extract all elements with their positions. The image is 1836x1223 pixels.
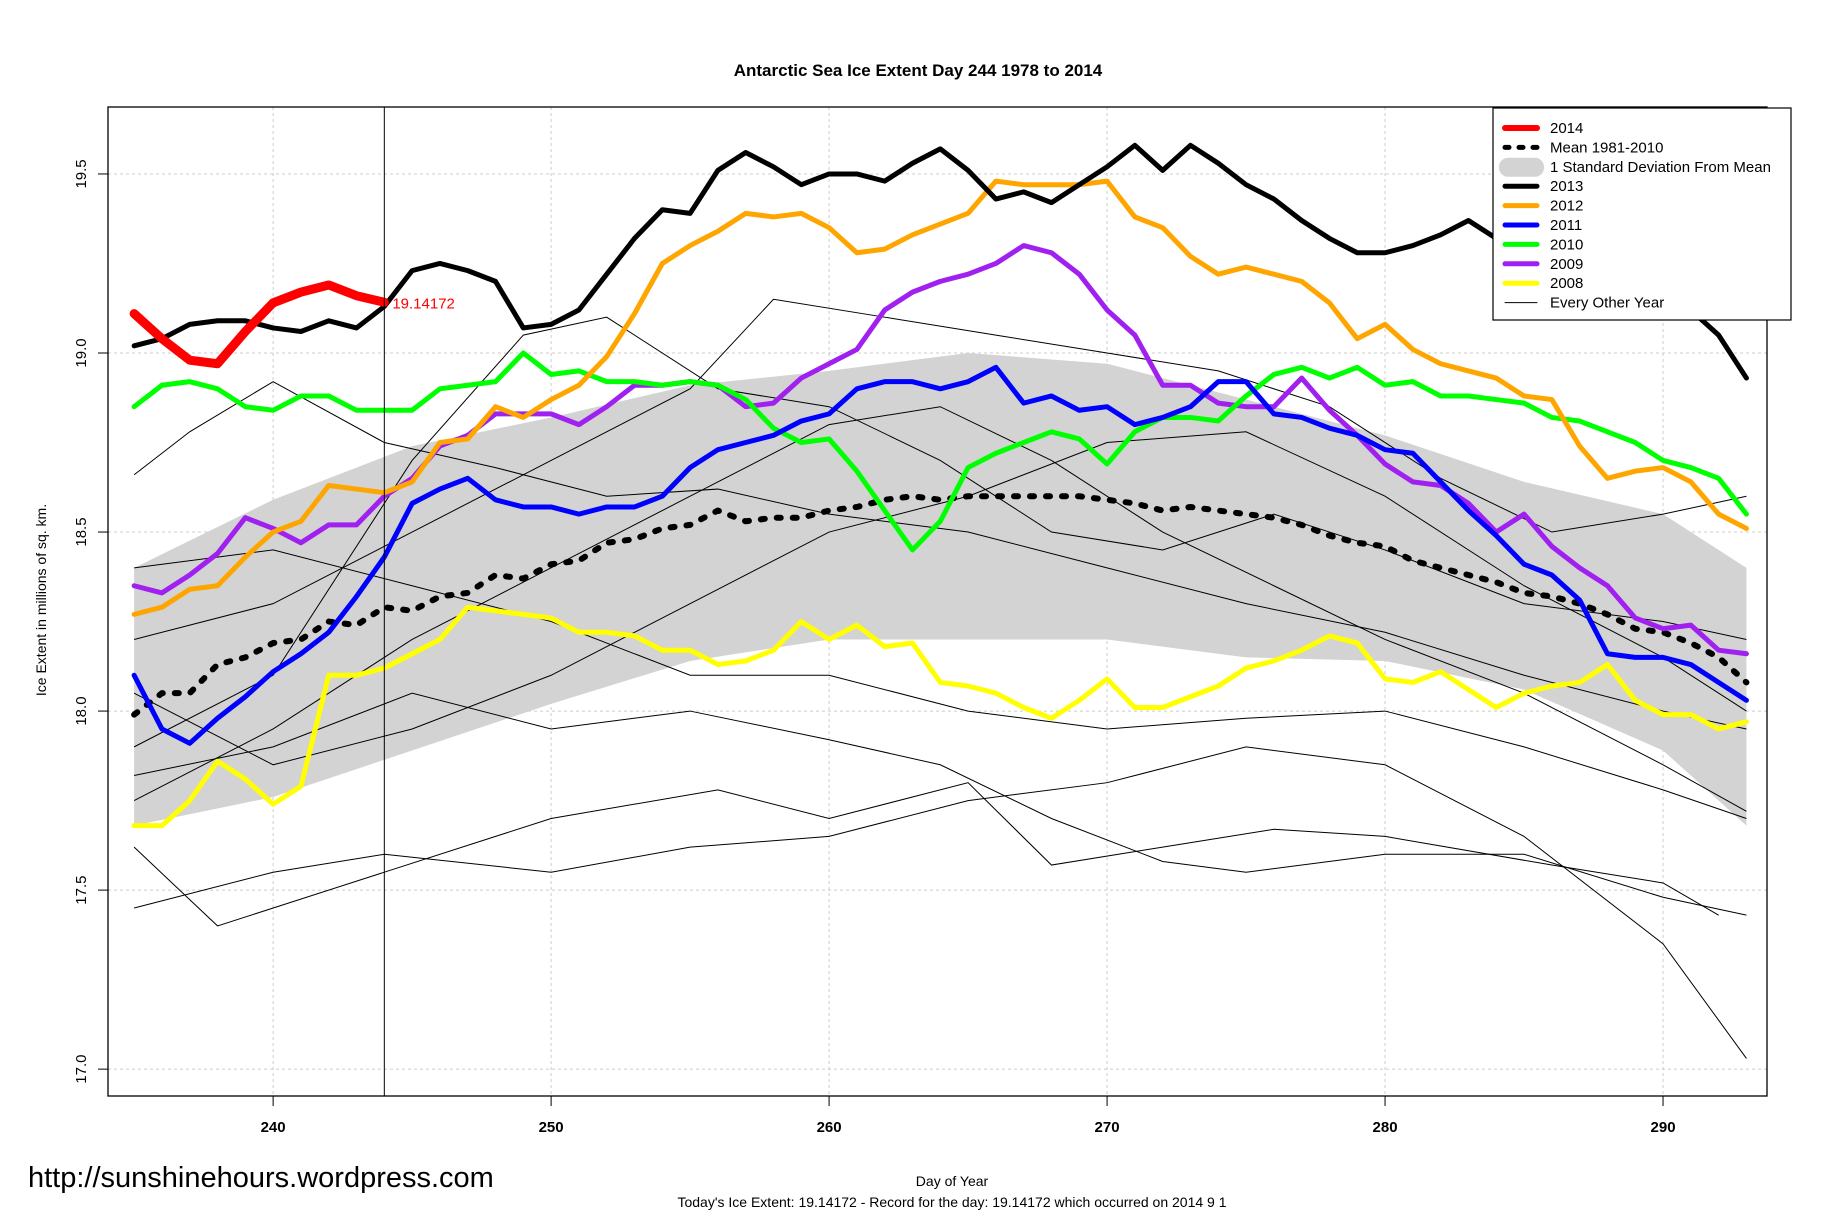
legend-label: 1 Standard Deviation From Mean — [1550, 159, 1771, 176]
legend: 2014 Mean 1981-2010 1 Standard Deviation F… — [1492, 107, 1792, 321]
y-tick-label: 18.5 — [73, 517, 90, 546]
series-line-2010 — [131, 350, 1749, 553]
other-year-line — [134, 692, 1747, 916]
legend-box — [1492, 107, 1792, 321]
x-tick-label: 240 — [261, 1119, 286, 1136]
legend-label: 2010 — [1550, 236, 1583, 253]
other-years — [133, 298, 1747, 1059]
legend-label: 2009 — [1550, 256, 1583, 273]
x-tick-label: 260 — [817, 1119, 842, 1136]
y-tick-label: 18.0 — [73, 696, 90, 725]
sd-band — [134, 352, 1747, 826]
series-line-2013 — [131, 142, 1749, 381]
legend-label: 2008 — [1550, 275, 1583, 292]
other-year-line — [133, 316, 1747, 748]
other-year-line — [133, 381, 1747, 730]
legend-label: Every Other Year — [1550, 295, 1664, 312]
x-axis: 240 250 260 270 280 290 — [261, 1096, 1676, 1136]
series-line-2008 — [131, 604, 1749, 829]
x-tick-label: 290 — [1651, 1119, 1676, 1136]
y-tick-label: 17.0 — [73, 1055, 90, 1084]
current-value-label: 19.14172 — [392, 295, 455, 312]
sd-band-area — [134, 352, 1747, 826]
legend-label: 2011 — [1550, 217, 1582, 234]
chart-subtitle: Today's Ice Extent: 19.14172 - Record fo… — [677, 1194, 1226, 1210]
other-year-line — [134, 549, 1747, 819]
other-year-line — [134, 746, 1747, 1059]
watermark: http://sunshinehours.wordpress.com — [28, 1162, 494, 1194]
x-tick-label: 270 — [1095, 1119, 1120, 1136]
series-line-mean-1981-2010 — [131, 493, 1750, 718]
legend-swatch-band — [1499, 157, 1544, 177]
plot-frame — [107, 106, 1768, 1097]
other-year-line — [133, 406, 1747, 812]
legend-label: Mean 1981-2010 — [1550, 139, 1663, 156]
y-tick-label: 19.0 — [73, 338, 90, 367]
legend-label: 2014 — [1550, 120, 1583, 137]
legend-label: 2013 — [1550, 178, 1583, 195]
other-year-line — [133, 782, 1719, 927]
other-year-line — [134, 298, 1747, 640]
series-line-2011 — [131, 364, 1749, 746]
series-line-2014 — [129, 280, 389, 369]
chart-title: Antarctic Sea Ice Extent Day 244 1978 to… — [734, 61, 1103, 80]
x-tick-label: 250 — [539, 1119, 564, 1136]
legend-label: 2012 — [1550, 198, 1583, 215]
series-line-2012 — [131, 178, 1749, 617]
x-axis-label: Day of Year — [916, 1173, 989, 1189]
y-axis: 17.0 17.5 18.0 18.5 19.0 19.5 — [73, 159, 108, 1084]
x-tick-label: 280 — [1373, 1119, 1398, 1136]
series-lines — [129, 142, 1750, 829]
y-tick-label: 17.5 — [73, 876, 90, 905]
y-axis-label: Ice Extent in millions of sq. km. — [33, 504, 49, 696]
y-tick-label: 19.5 — [73, 159, 90, 188]
